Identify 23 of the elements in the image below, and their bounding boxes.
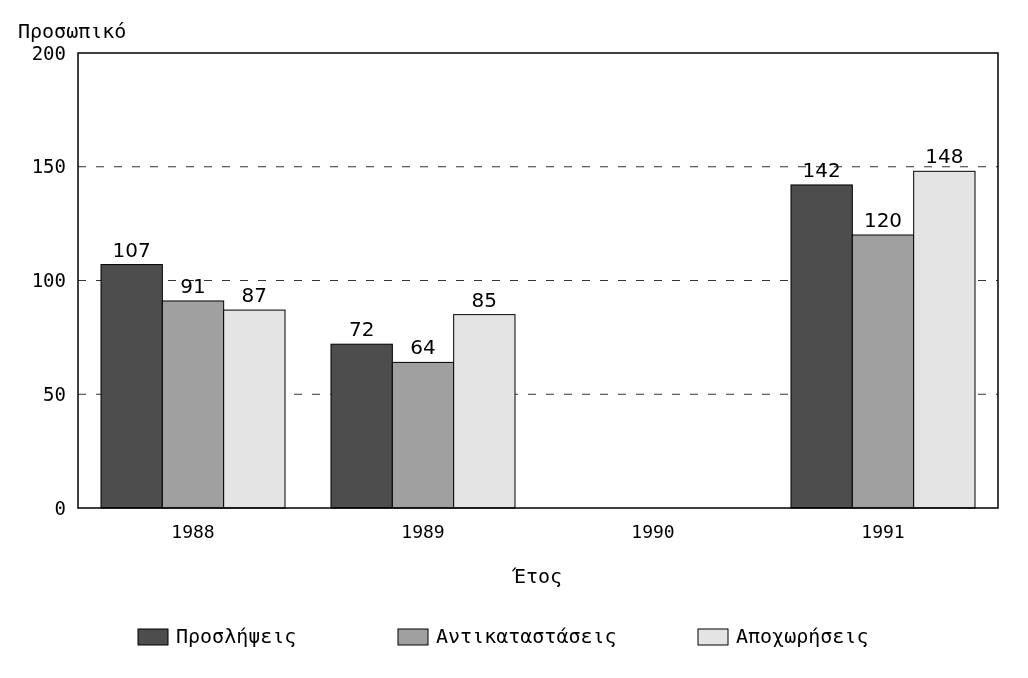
data-label: 148 xyxy=(925,144,964,169)
x-axis-title: Έτος xyxy=(510,564,563,588)
x-tick-label: 1990 xyxy=(631,521,675,542)
legend-label: Προσλήψεις xyxy=(176,624,297,648)
y-tick-label: 200 xyxy=(31,41,66,64)
x-tick-label: 1991 xyxy=(861,521,905,542)
data-label: 64 xyxy=(410,335,436,360)
x-tick-label: 1988 xyxy=(171,521,215,542)
legend-label: Αντικαταστάσεις xyxy=(436,624,617,648)
y-tick-label: 100 xyxy=(31,269,66,292)
data-label: 85 xyxy=(471,287,498,312)
data-label: 91 xyxy=(180,273,206,298)
data-label: 72 xyxy=(348,317,375,342)
x-tick-label: 1989 xyxy=(401,521,445,542)
y-tick-label: 0 xyxy=(54,496,66,519)
data-label: 120 xyxy=(863,208,903,232)
data-label: 142 xyxy=(802,157,841,182)
y-tick-label: 50 xyxy=(43,382,66,405)
data-label: 107 xyxy=(112,237,151,262)
data-label: 87 xyxy=(241,283,268,308)
y-tick-label: 150 xyxy=(31,155,66,178)
legend-label: Αποχωρήσεις xyxy=(736,624,869,648)
y-axis-title: Προσωπικό xyxy=(18,19,127,43)
